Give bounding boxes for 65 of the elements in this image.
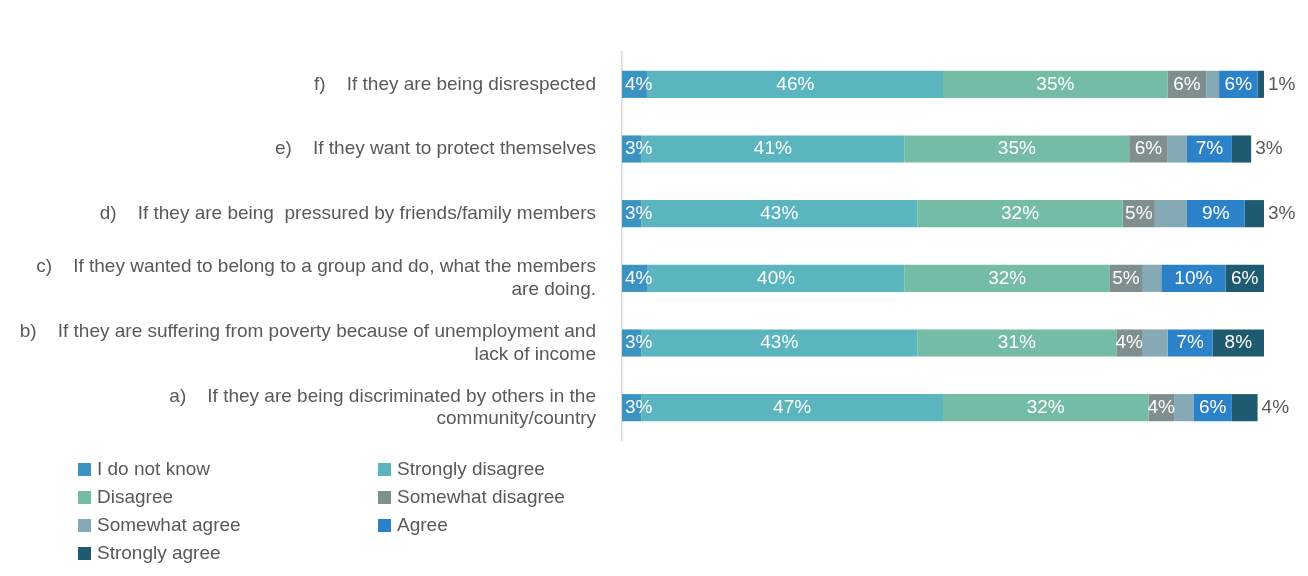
data-label: 6% [1134, 137, 1163, 159]
data-label: 40% [757, 266, 796, 288]
data-label: 3% [625, 331, 653, 353]
data-label: 35% [997, 137, 1036, 159]
bar [1142, 329, 1168, 357]
bar [943, 70, 1168, 98]
data-label: 6% [1173, 72, 1201, 94]
bar [1257, 70, 1264, 98]
data-label: 6% [1198, 395, 1227, 417]
legend-label: I do not know [97, 458, 211, 480]
data-label: 3% [1255, 137, 1283, 159]
data-label: 6% [1224, 72, 1253, 94]
legend-label: Strongly agree [97, 542, 221, 564]
legend-label: Strongly disagree [397, 458, 545, 480]
bar [1142, 264, 1162, 292]
bar [1167, 135, 1187, 163]
data-label: 5% [1112, 266, 1140, 288]
data-label: 5% [1125, 201, 1153, 223]
data-label: 3% [625, 137, 653, 159]
bar [1154, 200, 1187, 228]
data-label: 8% [1224, 331, 1253, 353]
data-label: 35% [1036, 72, 1075, 94]
legend-label: Disagree [97, 486, 174, 508]
data-label: 43% [760, 201, 799, 223]
y-tick-label: b) If they are suffering from poverty because of unemployment and lack of income [19, 319, 596, 364]
data-label: 32% [1001, 201, 1040, 223]
data-label: 3% [625, 201, 653, 223]
bar [904, 135, 1130, 163]
bar [943, 394, 1149, 422]
data-label: 41% [753, 137, 792, 159]
bar [1206, 70, 1220, 98]
data-label: 32% [1026, 395, 1065, 417]
data-label: 31% [997, 331, 1036, 353]
legend-label: Agree [397, 514, 448, 536]
data-label: 4% [1147, 395, 1176, 417]
bar [1231, 394, 1258, 422]
y-tick-label: a) If they are being discriminated by others in the community/country [169, 384, 597, 429]
data-label: 47% [773, 395, 812, 417]
legend-label: Somewhat disagree [397, 486, 565, 508]
bar [1231, 135, 1252, 163]
data-label: 10% [1174, 266, 1213, 288]
y-tick-label: f) If they are being disrespected [314, 72, 596, 94]
bar [1244, 200, 1264, 228]
y-tick-label: d) If they are being pressured by friends/family members [99, 201, 596, 223]
bar [917, 200, 1123, 228]
data-label: 46% [776, 72, 815, 94]
data-label: 6% [1231, 266, 1259, 288]
data-label: 7% [1195, 137, 1224, 159]
data-label: 32% [988, 266, 1027, 288]
data-label: 7% [1176, 331, 1204, 353]
bar [904, 264, 1110, 292]
data-label: 4% [625, 72, 653, 94]
y-tick-label: e) If they want to protect themselves [274, 137, 596, 159]
bar [1174, 394, 1194, 422]
data-label: 3% [625, 395, 653, 417]
data-label: 3% [1268, 201, 1296, 223]
y-tick-label: c) If they wanted to belong to a group and do, what the members are doing. [36, 255, 596, 299]
data-label: 4% [1115, 331, 1144, 353]
legend-label: Somewhat agree [97, 514, 241, 536]
data-label: 4% [1261, 395, 1290, 417]
data-label: 9% [1202, 201, 1230, 223]
bar [917, 329, 1117, 357]
data-label: 43% [760, 331, 799, 353]
data-label: 1% [1268, 72, 1296, 94]
data-label: 4% [625, 266, 653, 288]
